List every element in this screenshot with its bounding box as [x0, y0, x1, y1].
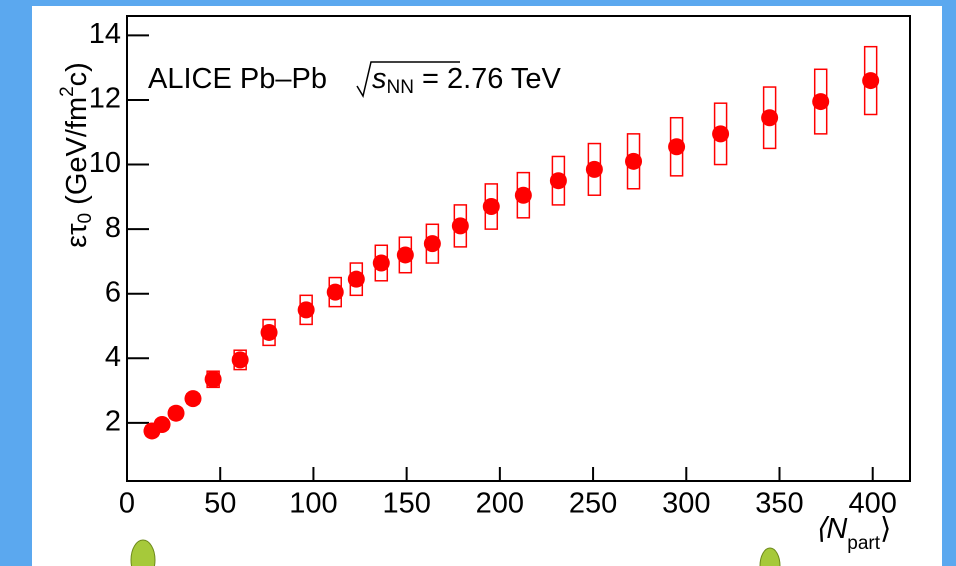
x-tick-label: 200	[476, 488, 524, 520]
annotation-text: ALICE Pb–Pb	[148, 63, 327, 95]
data-point	[549, 172, 567, 190]
y-tick-label: 6	[105, 276, 121, 308]
data-point	[184, 390, 202, 408]
y-tick-label: 2	[105, 406, 121, 438]
annotation: ALICE Pb–Pb	[148, 63, 327, 95]
plot-frame	[126, 15, 911, 482]
x-label-text: ⟨N	[815, 513, 847, 545]
x-tick-label: 300	[662, 488, 710, 520]
data-point	[372, 254, 390, 272]
data-point	[482, 198, 500, 216]
y-tick-label: 4	[105, 341, 121, 373]
y-label-text: 0	[75, 213, 96, 224]
y-axis-label: ετ0 (GeV/fm2c)	[57, 62, 96, 248]
data-point	[712, 125, 730, 143]
chart-background	[32, 6, 942, 566]
annotation-text: NN	[387, 77, 414, 98]
data-point	[204, 370, 222, 388]
y-label-text: (GeV/fm	[61, 97, 93, 213]
x-axis-label: ⟨Npart⟩	[815, 513, 891, 554]
data-point	[451, 217, 469, 235]
y-label-text: 2	[57, 86, 78, 97]
data-point	[231, 351, 249, 369]
y-tick-label: 14	[89, 18, 121, 50]
data-point	[761, 109, 779, 127]
data-point	[862, 72, 880, 90]
annotation: sNN = 2.76 TeV	[372, 63, 562, 98]
data-point	[297, 301, 315, 319]
annotation-text: s	[372, 63, 387, 95]
x-tick-label: 400	[849, 488, 897, 520]
data-point	[326, 283, 344, 301]
data-point	[347, 270, 365, 288]
data-point	[514, 186, 532, 204]
decoration	[759, 547, 781, 566]
data-point	[260, 323, 278, 341]
y-tick-label: 8	[105, 212, 121, 244]
data-point	[167, 404, 185, 422]
y-label-text: c)	[61, 62, 93, 86]
y-tick-label: 10	[89, 147, 121, 179]
y-label-text: ετ	[61, 223, 93, 248]
sqrt-sign	[356, 61, 460, 98]
x-tick-label: 0	[119, 488, 135, 520]
x-tick-label: 150	[382, 488, 430, 520]
data-point	[396, 246, 414, 264]
decoration	[130, 539, 156, 566]
x-tick-label: 350	[755, 488, 803, 520]
x-tick-label: 250	[569, 488, 617, 520]
data-point	[153, 415, 171, 433]
data-point	[423, 235, 441, 253]
x-tick-label: 50	[204, 488, 236, 520]
data-point	[668, 138, 686, 156]
data-point	[812, 93, 830, 111]
x-label-text: part	[847, 533, 880, 554]
data-point	[625, 152, 643, 170]
annotation-text: = 2.76 TeV	[422, 63, 562, 95]
data-point	[585, 160, 603, 178]
y-tick-label: 12	[89, 83, 121, 115]
x-tick-label: 100	[289, 488, 337, 520]
x-label-text: ⟩	[880, 513, 891, 545]
